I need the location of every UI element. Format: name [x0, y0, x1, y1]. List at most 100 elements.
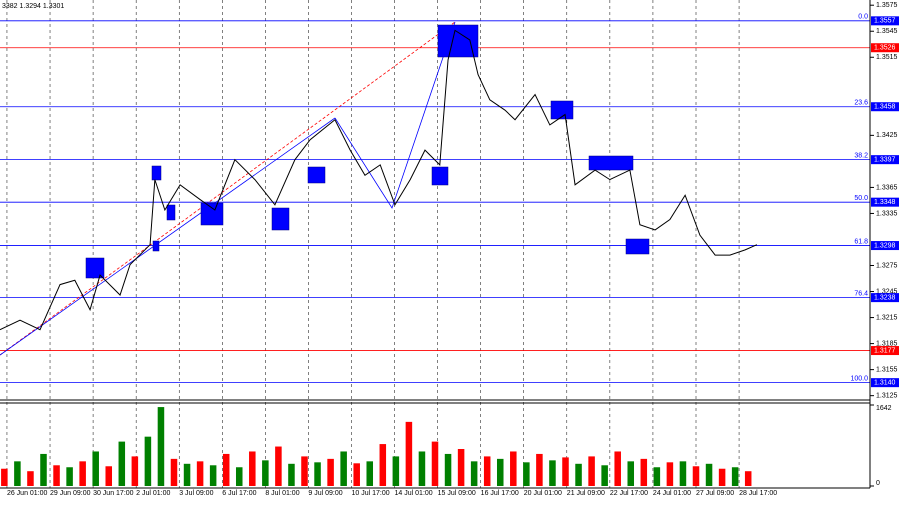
volume-bar	[92, 451, 99, 486]
volume-bar	[679, 461, 687, 486]
box	[85, 257, 105, 279]
volume-bar	[549, 460, 556, 486]
level-label-box	[871, 197, 899, 207]
level-label: 1.3177	[874, 347, 896, 354]
levels	[0, 20, 870, 384]
volume-bar	[640, 458, 648, 486]
box	[307, 166, 326, 184]
volume-bar	[536, 453, 543, 486]
x-tick-label: 3 Jul 09:00	[179, 490, 213, 497]
volume-bar	[496, 458, 504, 486]
volume-bar	[731, 467, 739, 486]
volume-bar	[588, 456, 595, 486]
volume-bar	[196, 461, 204, 486]
box	[151, 165, 162, 181]
y-tick-label: 1.3575	[876, 2, 898, 9]
fib-label: 76.4	[854, 290, 868, 297]
x-tick-label: 15 Jul 09:00	[438, 490, 476, 497]
price-line	[0, 29, 758, 331]
volume-bar	[105, 466, 113, 486]
box	[625, 238, 650, 255]
volume-bar	[118, 441, 126, 486]
volume-bar	[183, 463, 191, 486]
volume-bar	[27, 471, 34, 486]
volume-bar	[614, 451, 621, 486]
box	[200, 202, 224, 226]
level-label: 1.3557	[874, 18, 896, 25]
volume-bar	[157, 407, 165, 486]
x-tick-label: 8 Jul 01:00	[265, 490, 299, 497]
volume-bar	[405, 421, 413, 486]
fib-label: 23.6	[854, 100, 868, 107]
volume-bar	[457, 449, 465, 486]
volume-bar	[40, 453, 47, 486]
volume-bar	[562, 457, 569, 486]
volume-bar	[705, 463, 713, 486]
box	[550, 100, 574, 120]
volume-bar	[392, 456, 400, 486]
x-tick-label: 10 Jul 17:00	[351, 490, 389, 497]
volume-bar	[209, 465, 217, 486]
volume-bar	[418, 451, 426, 486]
box	[166, 204, 176, 221]
volume-bar	[222, 453, 230, 486]
y-tick-label: 1.3365	[876, 184, 898, 191]
x-tick-label: 6 Jul 17:00	[222, 490, 256, 497]
volume-bar	[353, 463, 360, 486]
volume-bar	[249, 451, 256, 486]
volume-bar	[470, 461, 478, 486]
x-tick-label: 30 Jun 17:00	[93, 490, 134, 497]
level-label-box	[871, 155, 899, 165]
level-label-box	[871, 43, 899, 53]
volume-bar	[314, 462, 321, 486]
fib-label: 100.0	[850, 375, 868, 382]
level-label-box	[871, 241, 899, 251]
highlight-boxes	[85, 24, 650, 279]
y-tick-label: 1.3185	[876, 340, 898, 347]
x-tick-label: 26 Jun 01:00	[7, 490, 48, 497]
y-tick-label: 1.3545	[876, 28, 898, 35]
volume-bar	[170, 458, 178, 486]
level-label-box	[871, 378, 899, 388]
y-tick-label: 1.3515	[876, 54, 898, 61]
level-label: 1.3526	[874, 45, 896, 52]
level-label: 1.3140	[874, 379, 896, 386]
volume-bar	[79, 461, 86, 486]
fib-label: 50.0	[854, 195, 868, 202]
volume-bar	[575, 463, 582, 486]
volume-bar	[523, 462, 530, 486]
x-tick-label: 24 Jul 01:00	[653, 490, 691, 497]
y-tick-label: 1.3425	[876, 132, 898, 139]
level-label-box	[871, 346, 899, 356]
x-tick-label: 28 Jul 17:00	[739, 490, 777, 497]
volume-bar	[366, 461, 374, 486]
volume-bar	[262, 460, 269, 486]
level-label-box	[871, 293, 899, 303]
volume-bar	[144, 436, 152, 486]
volume-bar	[510, 451, 517, 486]
x-tick-label: 16 Jul 17:00	[481, 490, 519, 497]
box	[588, 155, 634, 171]
y-tick-label: 1.3335	[876, 210, 898, 217]
level-label-box	[871, 16, 899, 26]
level-label: 1.3458	[874, 104, 896, 111]
trend-line	[0, 117, 336, 356]
volume-bar	[275, 446, 282, 486]
x-tick-label: 14 Jul 01:00	[395, 490, 433, 497]
x-tick-label: 20 Jul 01:00	[524, 490, 562, 497]
box	[271, 207, 290, 231]
box	[431, 166, 449, 186]
level-label: 1.3397	[874, 156, 896, 163]
fib-label: 38.2	[854, 152, 868, 159]
level-label: 1.3348	[874, 199, 896, 206]
level-label: 1.3298	[874, 242, 896, 249]
volume-bar	[66, 467, 73, 486]
volume-bar	[601, 465, 608, 486]
zigzag	[334, 21, 456, 209]
x-tick-label: 27 Jul 09:00	[696, 490, 734, 497]
y-tick-label: 1.3125	[876, 393, 898, 400]
volume-tick-label: 1642	[876, 405, 892, 412]
header: 3382 1.3294 1.3301	[2, 3, 64, 10]
